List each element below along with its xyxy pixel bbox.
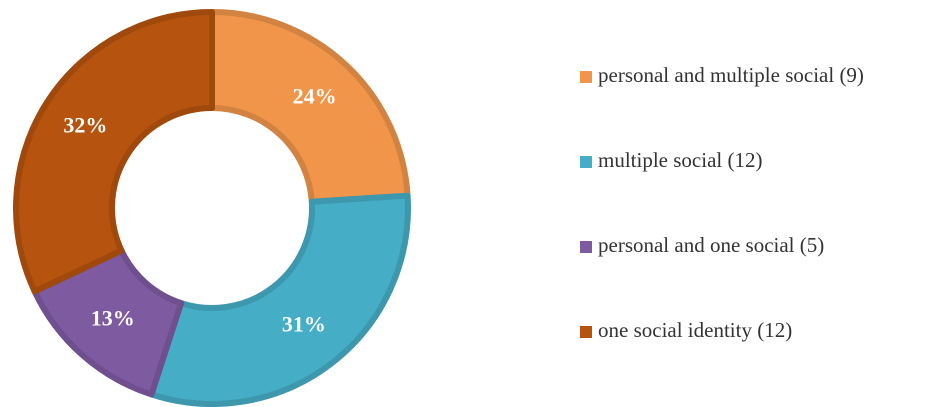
donut-segment — [209, 9, 411, 205]
data-label: 13% — [91, 306, 135, 331]
donut-segment — [13, 9, 215, 295]
legend-swatch — [580, 71, 592, 83]
legend-swatch — [580, 326, 592, 338]
legend-label: personal and one social (5) — [598, 233, 824, 257]
data-label: 31% — [282, 312, 326, 337]
legend-swatch — [580, 156, 592, 168]
donut-segment — [148, 192, 411, 407]
legend-label: one social identity (12) — [598, 318, 792, 342]
legend-swatch — [580, 241, 592, 253]
data-label: 32% — [63, 113, 107, 138]
legend-label: personal and multiple social (9) — [598, 63, 864, 87]
legend-label: multiple social (12) — [598, 148, 762, 172]
data-label: 24% — [293, 84, 337, 109]
